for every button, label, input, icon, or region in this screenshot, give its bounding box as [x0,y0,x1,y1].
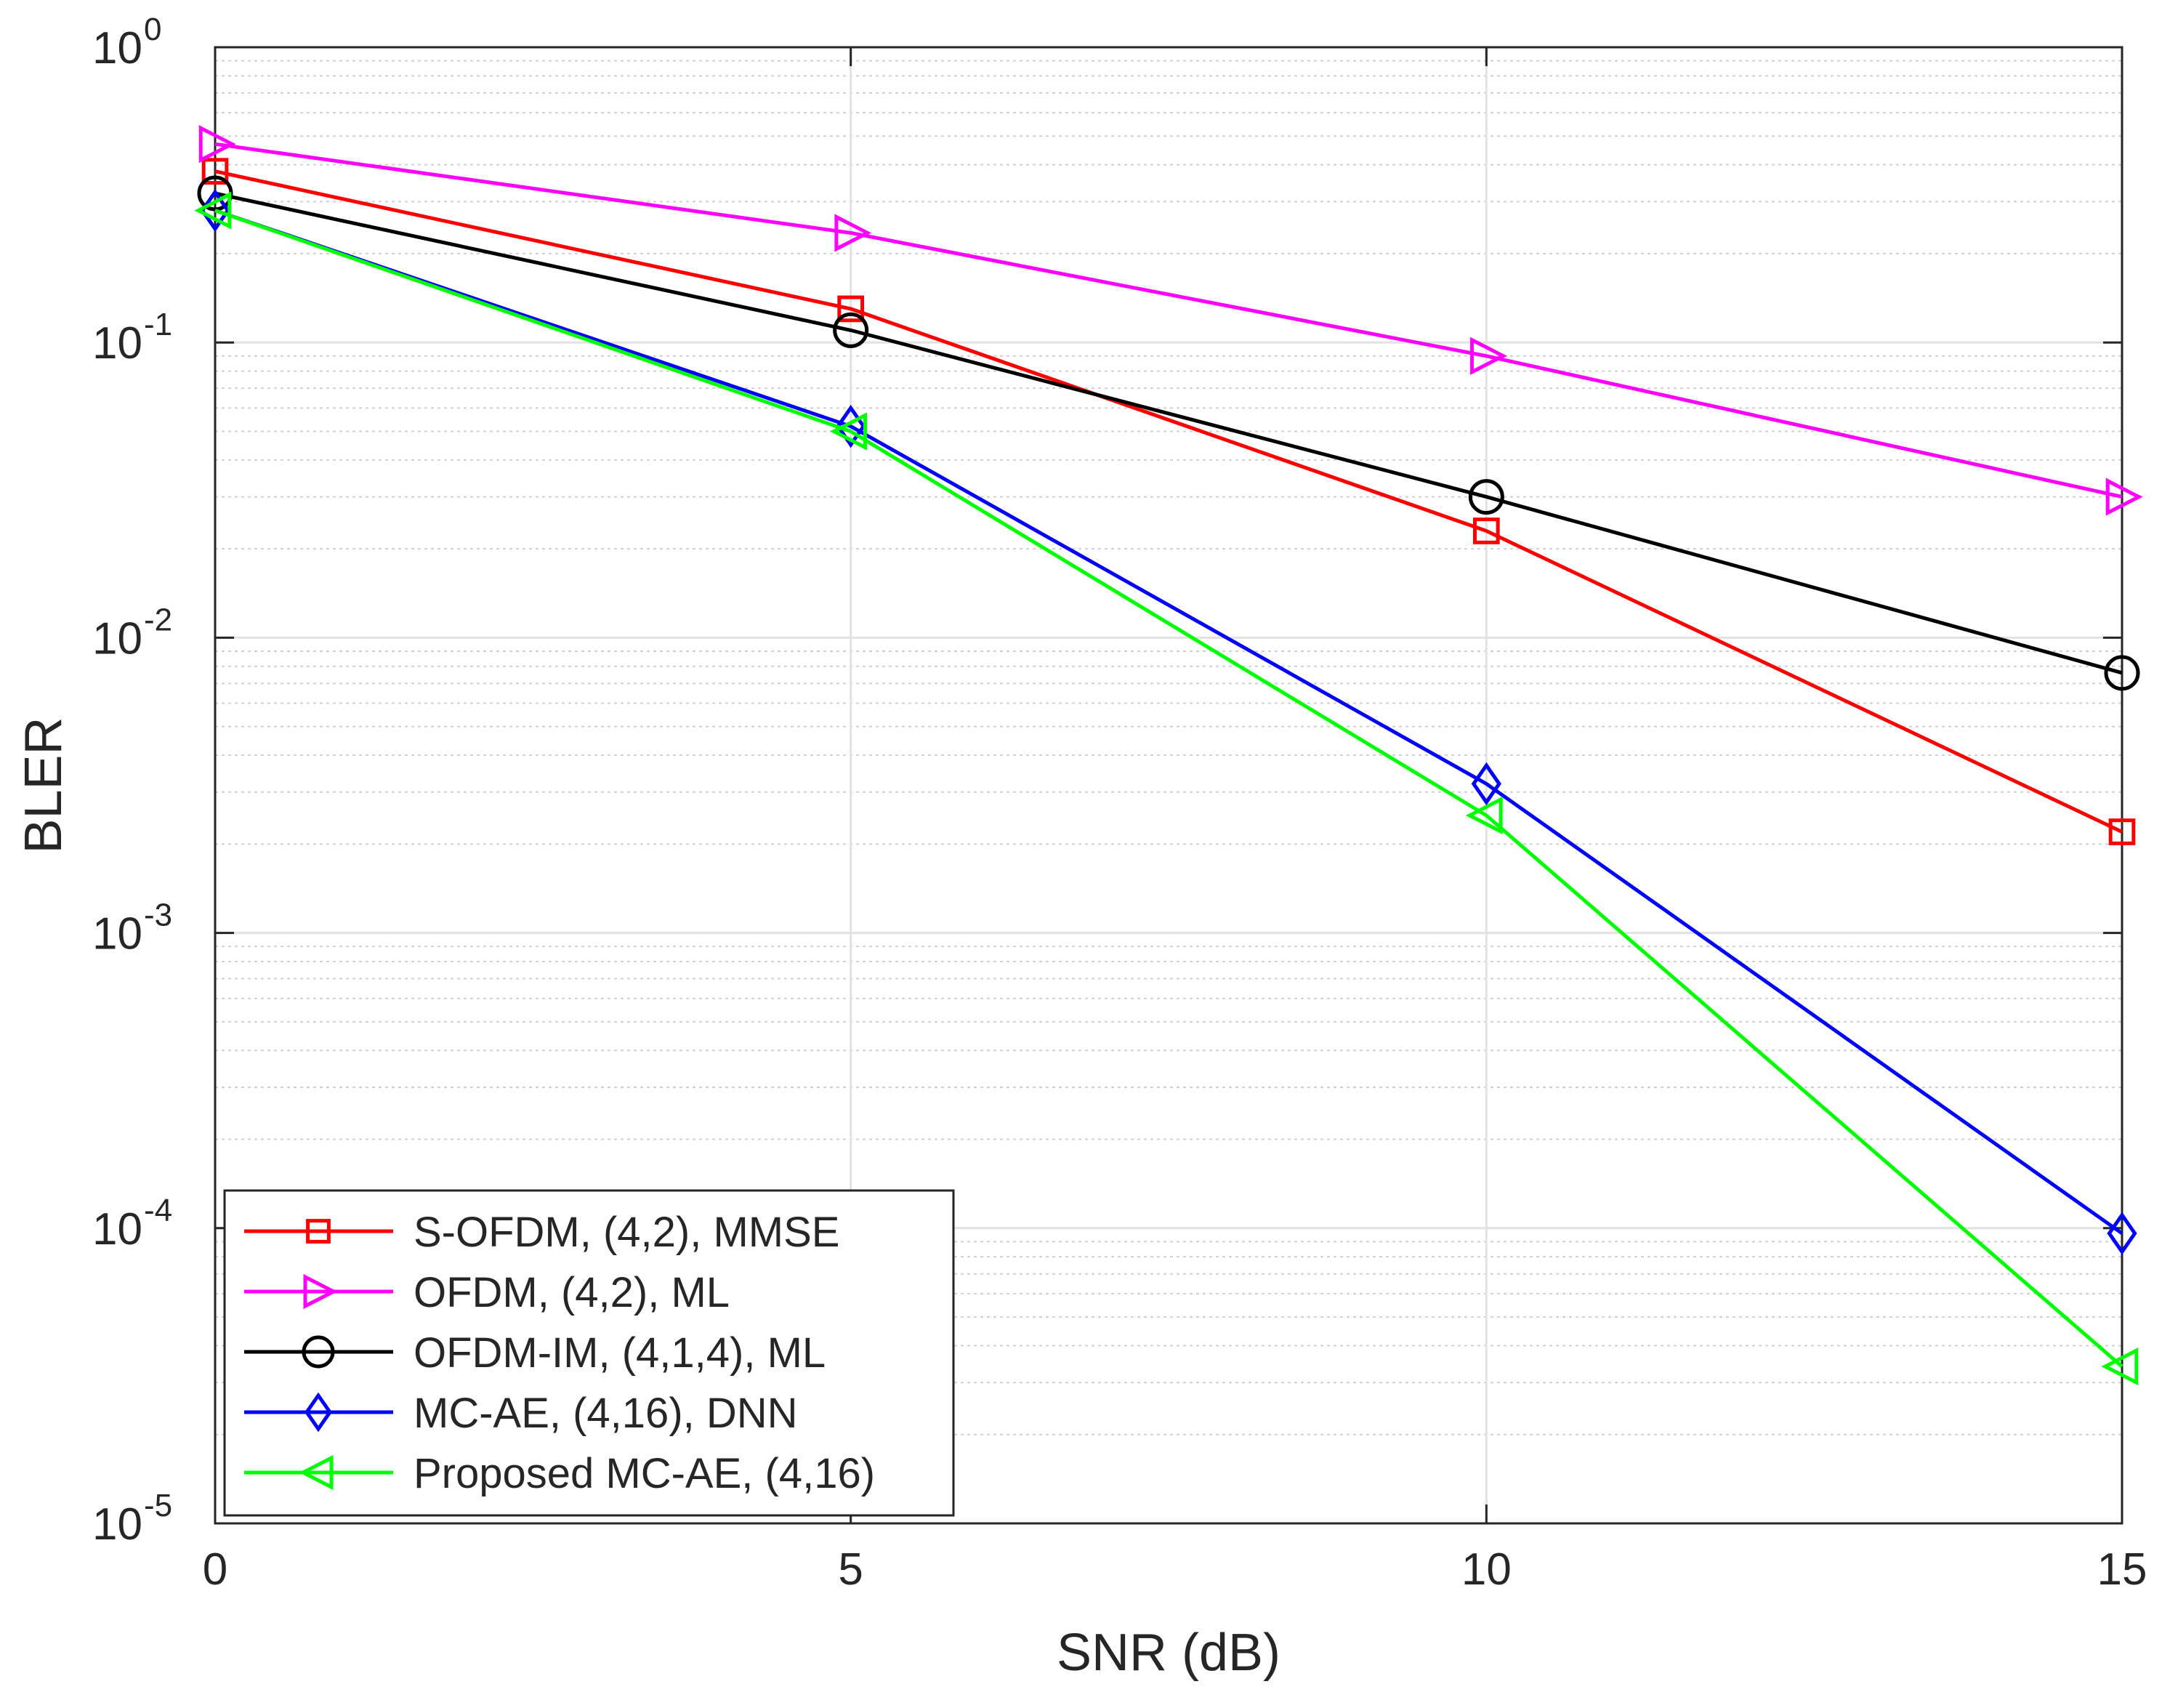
series-group [194,125,2143,1386]
data-point-diamond [1471,762,1501,806]
data-point-circle [1468,479,1504,515]
data-point-diamond [2107,1212,2137,1255]
legend-entry: OFDM, (4,2), ML [244,1269,730,1316]
data-point-square [1472,517,1500,544]
data-point-diamond [304,1392,333,1433]
x-tick-label: 5 [838,1544,863,1595]
y-tick-base: 10 [92,318,142,368]
legend-entry: Proposed MC-AE, (4,16) [244,1450,875,1497]
data-point-triangle-left [2101,1348,2139,1386]
data-point-circle [302,1335,335,1369]
y-tick-label: 10 0 [92,12,161,73]
y-tick-exponent: -2 [144,602,172,637]
y-tick-exponent: -4 [144,1193,172,1228]
data-point-circle [833,312,869,348]
legend-label: OFDM, (4,2), ML [414,1269,730,1316]
legend-label: MC-AE, (4,16), DNN [414,1390,798,1437]
y-tick-base: 10 [92,613,142,664]
y-axis-label: BLER [15,717,73,853]
y-tick-label: 10 -4 [92,1193,172,1254]
legend-entry: S-OFDM, (4,2), MMSE [244,1209,839,1256]
data-point-triangle-left [830,412,867,451]
y-tick-label: 10 -5 [92,1488,172,1550]
data-point-triangle-left [299,1454,334,1491]
y-tick-base: 10 [92,1204,142,1254]
series-line [214,209,2123,1236]
data-point-square [837,295,865,323]
data-point-triangle-right [303,1273,338,1310]
y-tick-base: 10 [92,909,142,959]
legend-label: Proposed MC-AE, (4,16) [414,1450,875,1497]
data-point-triangle-right [834,214,872,252]
data-point-triangle-right [198,125,236,164]
series-5 [194,191,2139,1386]
series-3 [197,175,2140,691]
y-tick-label: 10 -1 [92,307,172,368]
data-point-triangle-left [194,191,232,230]
x-tick-label: 0 [203,1544,227,1595]
y-tick-exponent: -1 [144,307,172,342]
series-line [214,169,2123,834]
plot-frame [214,46,2123,1525]
x-tick-label: 10 [1461,1544,1512,1595]
series-line [214,209,2123,1369]
legend: S-OFDM, (4,2), MMSE OFDM, (4,2), ML OFDM-I… [223,1189,955,1517]
series-line [214,191,2123,675]
series-1 [201,158,2136,845]
series-2 [198,125,2143,516]
x-tick-label: 15 [2097,1544,2147,1595]
y-tick-base: 10 [92,23,142,73]
x-axis-label: SNR (dB) [1057,1624,1280,1682]
y-tick-exponent: -5 [144,1488,172,1523]
data-point-square [201,158,229,185]
y-tick-exponent: -3 [144,898,172,933]
data-point-square [2108,818,2136,845]
legend-label: OFDM-IM, (4,1,4), ML [414,1329,826,1377]
y-tick-label: 10 -3 [92,898,172,959]
y-tick-base: 10 [92,1499,142,1550]
data-point-circle [2104,655,2140,691]
legend-label: S-OFDM, (4,2), MMSE [414,1209,839,1256]
legend-entry: OFDM-IM, (4,1,4), ML [244,1329,826,1377]
series-line [214,142,2123,499]
y-tick-label: 10 -2 [92,602,172,664]
legend-entry: MC-AE, (4,16), DNN [244,1390,798,1437]
data-point-triangle-right [2105,478,2143,516]
data-point-triangle-right [1470,337,1507,375]
data-point-triangle-left [1465,796,1503,835]
y-tick-exponent: 0 [144,12,161,47]
data-point-square [306,1219,331,1244]
